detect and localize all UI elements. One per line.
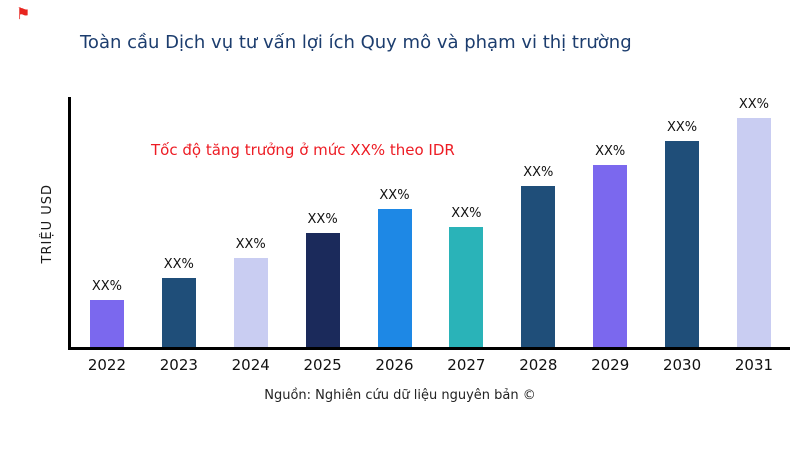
bar-2027 bbox=[449, 227, 484, 347]
bar-value-label: XX% bbox=[91, 279, 123, 294]
x-tick-label-2027: 2027 bbox=[447, 356, 486, 374]
bar-value-label: XX% bbox=[738, 97, 770, 112]
bar-value-label: XX% bbox=[451, 206, 482, 221]
plot-area: Tốc độ tăng trưởng ở mức XX% theo IDR XX… bbox=[68, 97, 790, 350]
bar-2024 bbox=[233, 258, 268, 347]
x-tick-label-2024: 2024 bbox=[231, 356, 270, 374]
bar-group-2028: XX% bbox=[503, 97, 573, 347]
bar-2031 bbox=[736, 118, 771, 347]
y-axis-label-column: TRIỆU USD bbox=[26, 97, 68, 350]
bar-2025 bbox=[305, 233, 340, 347]
bar-group-2024: XX% bbox=[216, 97, 286, 347]
x-axis-tick-labels: 2022 2023 2024 2025 2026 2027 2028 2029 2030 2031 bbox=[71, 356, 790, 374]
bar-2022 bbox=[89, 300, 124, 347]
bar-value-label: XX% bbox=[523, 165, 554, 180]
bar-group-2022: XX% bbox=[72, 97, 142, 347]
bar-value-label: XX% bbox=[163, 257, 194, 272]
bar-2026 bbox=[377, 209, 412, 347]
bar-group-2029: XX% bbox=[575, 97, 645, 347]
source-note: Nguồn: Nghiên cứu dữ liệu nguyên bản © bbox=[264, 388, 536, 403]
bar-2029 bbox=[593, 165, 628, 347]
x-tick-label-2022: 2022 bbox=[87, 356, 127, 374]
x-tick-label-2029: 2029 bbox=[591, 356, 630, 374]
bar-chart: TRIỆU USD Tốc độ tăng trưởng ở mức XX% t… bbox=[26, 97, 790, 350]
bar-group-2031: XX% bbox=[719, 97, 789, 347]
bar-value-label: XX% bbox=[307, 212, 338, 227]
bar-group-2027: XX% bbox=[431, 97, 501, 347]
bar-group-2025: XX% bbox=[288, 97, 358, 347]
x-tick-label-2031: 2031 bbox=[734, 356, 774, 374]
bar-group-2030: XX% bbox=[647, 97, 717, 347]
x-tick-label-2023: 2023 bbox=[159, 356, 198, 374]
bars-container: XX% XX% XX% XX% XX% XX% XX% XX% XX% XX% bbox=[71, 97, 790, 347]
bar-value-label: XX% bbox=[666, 120, 698, 135]
bar-2028 bbox=[521, 186, 556, 347]
flag-icon: ⚑ bbox=[16, 4, 31, 23]
chart-title: Toàn cầu Dịch vụ tư vấn lợi ích Quy mô v… bbox=[80, 32, 632, 53]
bar-group-2026: XX% bbox=[360, 97, 430, 347]
x-tick-label-2025: 2025 bbox=[303, 356, 342, 374]
bar-group-2023: XX% bbox=[144, 97, 214, 347]
bar-2023 bbox=[161, 278, 196, 347]
x-tick-label-2030: 2030 bbox=[662, 356, 702, 374]
x-tick-label-2028: 2028 bbox=[519, 356, 558, 374]
x-tick-label-2026: 2026 bbox=[375, 356, 414, 374]
bar-value-label: XX% bbox=[235, 237, 266, 252]
bar-2030 bbox=[665, 141, 700, 347]
y-axis-label: TRIỆU USD bbox=[39, 183, 55, 264]
bar-value-label: XX% bbox=[595, 144, 626, 159]
growth-annotation: Tốc độ tăng trưởng ở mức XX% theo IDR bbox=[151, 141, 455, 159]
bar-value-label: XX% bbox=[379, 188, 410, 203]
